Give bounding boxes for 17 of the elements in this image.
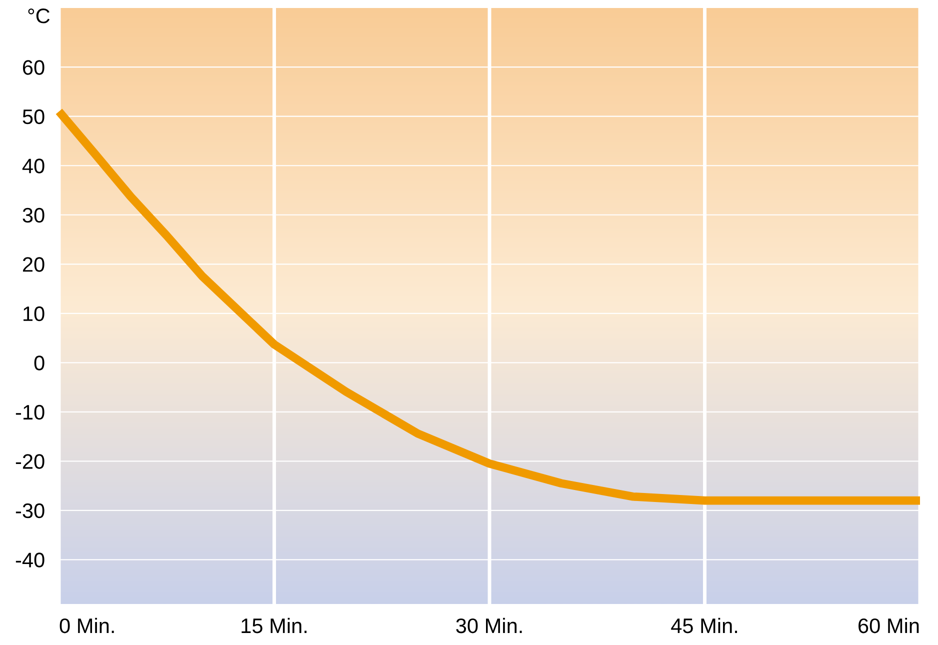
y-tick-label: 30 [22, 208, 44, 223]
x-tick-label: 60 Min [858, 618, 919, 634]
y-tick-label: -10 [16, 404, 44, 420]
y-tick-label: 20 [22, 257, 44, 272]
x-tick-label: 30 Min. [456, 618, 522, 634]
y-tick-label: 50 [22, 109, 44, 124]
x-tick-label: 0 Min. [60, 618, 114, 634]
y-tick-label: -20 [16, 454, 44, 469]
x-tick-label: 45 Min. [671, 618, 738, 634]
y-tick-label: 0 [34, 356, 44, 370]
y-tick-label: -30 [16, 503, 44, 518]
y-tick-label: 40 [22, 158, 44, 174]
y-tick-label: -40 [16, 552, 44, 568]
y-axis-title: °C [28, 8, 50, 24]
y-tick-label: 60 [23, 60, 44, 75]
x-tick-label: 15 Min. [242, 618, 307, 634]
y-tick-label: 10 [24, 306, 44, 322]
